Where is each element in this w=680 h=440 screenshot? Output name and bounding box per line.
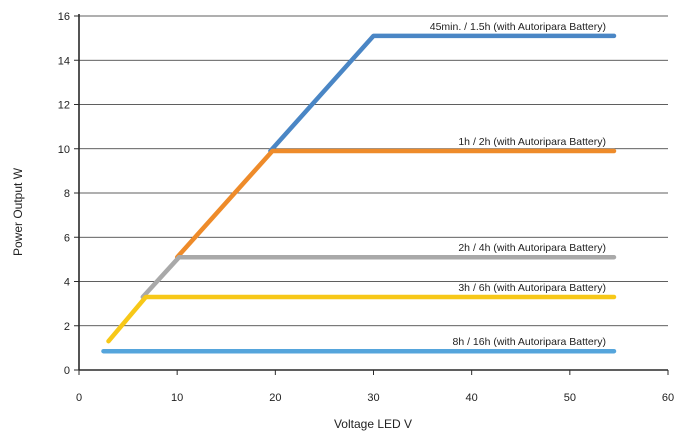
series-label-1: 1h / 2h (with Autoripara Battery) — [458, 136, 606, 148]
y-tick-label-10: 10 — [58, 144, 70, 156]
y-tick-label-2: 2 — [64, 321, 70, 333]
y-axis-title: Power Output W — [11, 167, 25, 256]
series-label-0: 45min. / 1.5h (with Autoripara Battery) — [430, 21, 606, 33]
series-line-0 — [268, 33, 617, 154]
y-tick-label-4: 4 — [64, 277, 70, 289]
series-line-2 — [140, 254, 617, 300]
y-tick-label-8: 8 — [64, 188, 70, 200]
y-tick-label-6: 6 — [64, 232, 70, 244]
x-tick-label-40: 40 — [466, 392, 478, 404]
x-tick-label-30: 30 — [367, 392, 379, 404]
series-label-2: 2h / 4h (with Autoripara Battery) — [458, 242, 606, 254]
y-tick-label-12: 12 — [58, 100, 70, 112]
series-line-1 — [174, 148, 617, 260]
series-label-group: 45min. / 1.5h (with Autoripara Battery) 1… — [430, 21, 606, 348]
x-tick-group: 0 10 20 30 40 50 60 — [76, 370, 674, 404]
x-tick-label-50: 50 — [564, 392, 576, 404]
grid-lines — [79, 15, 668, 327]
y-tick-label-16: 16 — [58, 11, 70, 23]
x-axis-title: Voltage LED V — [334, 417, 412, 431]
series-label-3: 3h / 6h (with Autoripara Battery) — [458, 282, 606, 294]
x-tick-label-60: 60 — [662, 392, 674, 404]
x-tick-label-20: 20 — [269, 392, 281, 404]
axes — [78, 14, 668, 371]
y-tick-label-0: 0 — [64, 365, 70, 377]
series-label-4: 8h / 16h (with Autoripara Battery) — [453, 336, 607, 348]
x-tick-label-10: 10 — [171, 392, 183, 404]
y-tick-label-14: 14 — [58, 55, 70, 67]
y-tick-group: 0 2 4 6 8 10 12 14 16 — [58, 11, 79, 377]
x-tick-label-0: 0 — [76, 392, 82, 404]
series-group — [101, 33, 617, 354]
series-line-3 — [106, 294, 617, 344]
